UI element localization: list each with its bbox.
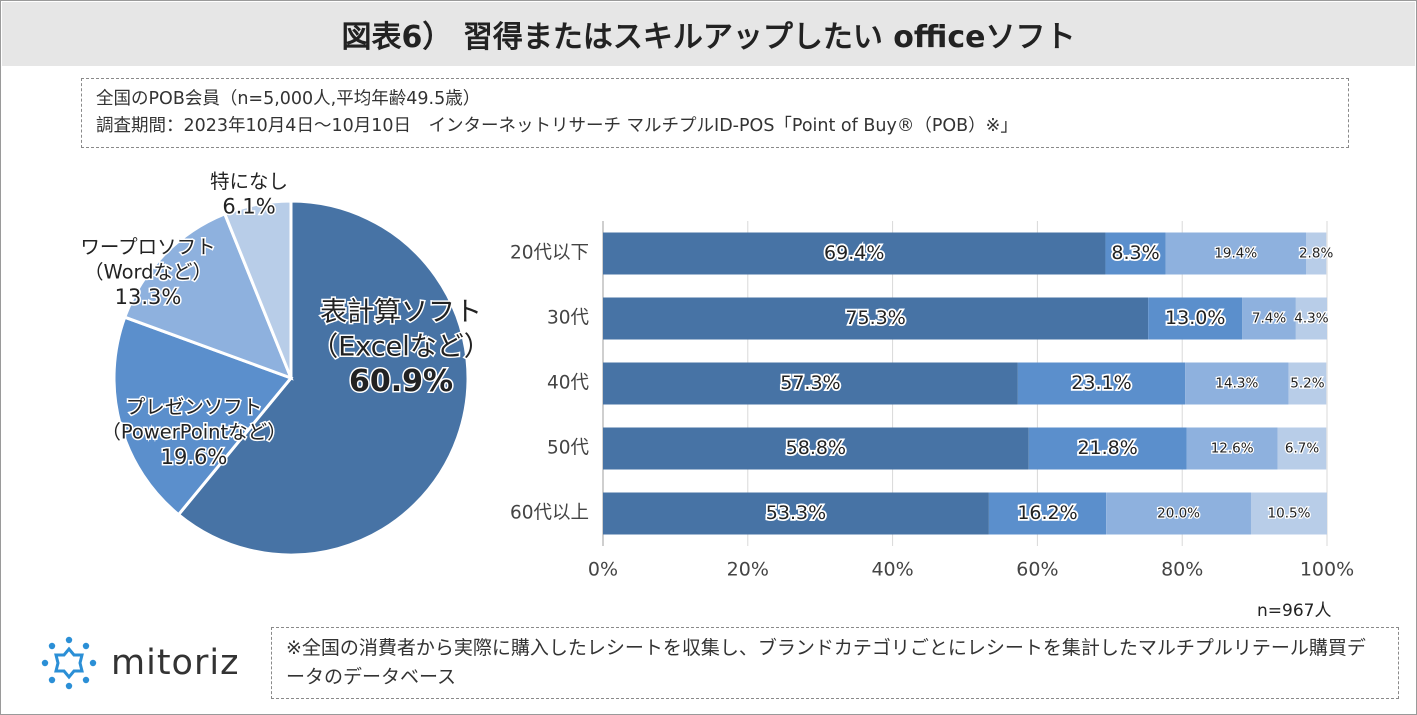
pie-category-label: （Excelなど） xyxy=(311,332,491,363)
bar-segment xyxy=(603,297,1149,340)
y-category-label: 50代 xyxy=(547,438,590,459)
stacked-bar-chart: 0% 20% 40% 60% 80% 100% 20代以下 69.4% 8.3% 19.4% 2.8… xyxy=(510,221,1354,581)
bar-value-label: 23.1% xyxy=(1071,372,1131,394)
bar-value-label: 20.0% xyxy=(1157,506,1200,522)
bar-value-label: 16.2% xyxy=(1017,502,1077,524)
bar-segment xyxy=(1017,362,1186,405)
bar-segment xyxy=(988,492,1107,535)
bar-value-label: 75.3% xyxy=(845,307,905,329)
pie-category-label: ワープロソフト xyxy=(80,236,215,259)
bar-value-label: 69.4% xyxy=(824,242,884,264)
bar-segment xyxy=(603,492,989,535)
pie-category-label: 表計算ソフト xyxy=(320,297,482,328)
pie-slice-3 xyxy=(222,199,293,379)
x-tick-label: 40% xyxy=(871,559,913,581)
pie-chart: 表計算ソフト （Excelなど）60.9% プレゼンソフト（PowerPointなど… xyxy=(79,169,492,557)
bar-segment xyxy=(1028,427,1187,470)
bar-segment xyxy=(1306,232,1327,275)
bar-value-label: 8.3% xyxy=(1111,242,1159,264)
bar-segment xyxy=(1250,492,1327,535)
x-tick-label: 100% xyxy=(1300,559,1354,581)
bar-value-label: 7.4% xyxy=(1252,311,1286,327)
bar-segment xyxy=(1106,492,1251,535)
pie-slice-1 xyxy=(112,315,294,517)
bar-segment xyxy=(1148,297,1243,340)
brand-name: mitoriz xyxy=(111,643,240,683)
pie-category-label: 特になし xyxy=(210,170,288,193)
bar-value-label: 58.8% xyxy=(786,437,846,459)
bar-segment xyxy=(1186,427,1278,470)
y-category-label: 20代以下 xyxy=(510,243,589,264)
bar-value-label: 13.0% xyxy=(1165,307,1225,329)
bar-segment xyxy=(1295,297,1327,340)
survey-period-line: 調査期間：2023年10月4日〜10月10日 インターネットリサーチ マルチプル… xyxy=(96,116,1018,136)
bar-segment xyxy=(1277,427,1327,470)
x-tick-label: 80% xyxy=(1161,559,1203,581)
pie-slice-2 xyxy=(122,211,294,381)
x-tick-label: 20% xyxy=(727,559,769,581)
survey-sample-line: 全国のPOB会員（n=5,000人,平均年齢49.5歳） xyxy=(96,89,481,109)
x-tick-label: 0% xyxy=(588,559,618,581)
bar-value-label: 21.8% xyxy=(1077,437,1137,459)
bar-value-label: 19.4% xyxy=(1214,246,1257,262)
bar-value-label: 10.5% xyxy=(1268,506,1311,522)
sample-size-label: n=967人 xyxy=(1257,601,1332,621)
bar-segment xyxy=(603,232,1106,275)
brand-logo: mitoriz xyxy=(37,633,239,693)
footnote-box: ※全国の消費者から実際に購入したレシートを収集し、ブランドカテゴリごとにレシート… xyxy=(271,627,1399,699)
bar-value-label: 57.3% xyxy=(780,372,840,394)
bar-value-label: 53.3% xyxy=(766,502,826,524)
pie-value-label: 6.1% xyxy=(222,194,275,218)
survey-info-box: 全国のPOB会員（n=5,000人,平均年齢49.5歳） 調査期間：2023年1… xyxy=(81,78,1349,148)
bar-segment xyxy=(1185,362,1289,405)
figure-title: 図表6） 習得またはスキルアップしたい officeソフト xyxy=(2,2,1415,66)
pie-category-label: （Wordなど） xyxy=(84,261,212,284)
y-category-label: 30代 xyxy=(547,308,590,329)
x-tick-label: 60% xyxy=(1016,559,1058,581)
bar-value-label: 4.3% xyxy=(1294,311,1328,327)
pie-value-label: 19.6% xyxy=(161,445,228,469)
pie-category-label: プレゼンソフト xyxy=(126,396,263,419)
y-category-label: 40代 xyxy=(547,373,590,394)
pie-value-label: 60.9% xyxy=(349,364,453,399)
bar-segment xyxy=(1242,297,1296,340)
sun-burst-logo-icon xyxy=(41,636,97,690)
bar-value-label: 2.8% xyxy=(1299,246,1333,262)
y-category-label: 60代以上 xyxy=(510,503,589,524)
bar-segment xyxy=(1288,362,1327,405)
bar-value-label: 14.3% xyxy=(1215,376,1258,392)
bar-value-label: 5.2% xyxy=(1290,376,1324,392)
bar-segment xyxy=(1105,232,1166,275)
bar-value-label: 6.7% xyxy=(1285,441,1319,457)
pie-value-label: 13.3% xyxy=(115,285,182,309)
pie-slice-0 xyxy=(176,199,470,557)
bar-value-label: 12.6% xyxy=(1211,441,1254,457)
bar-segment xyxy=(603,362,1018,405)
bar-segment xyxy=(1165,232,1307,275)
pie-category-label: （PowerPointなど） xyxy=(101,421,286,444)
bar-segment xyxy=(603,427,1029,470)
